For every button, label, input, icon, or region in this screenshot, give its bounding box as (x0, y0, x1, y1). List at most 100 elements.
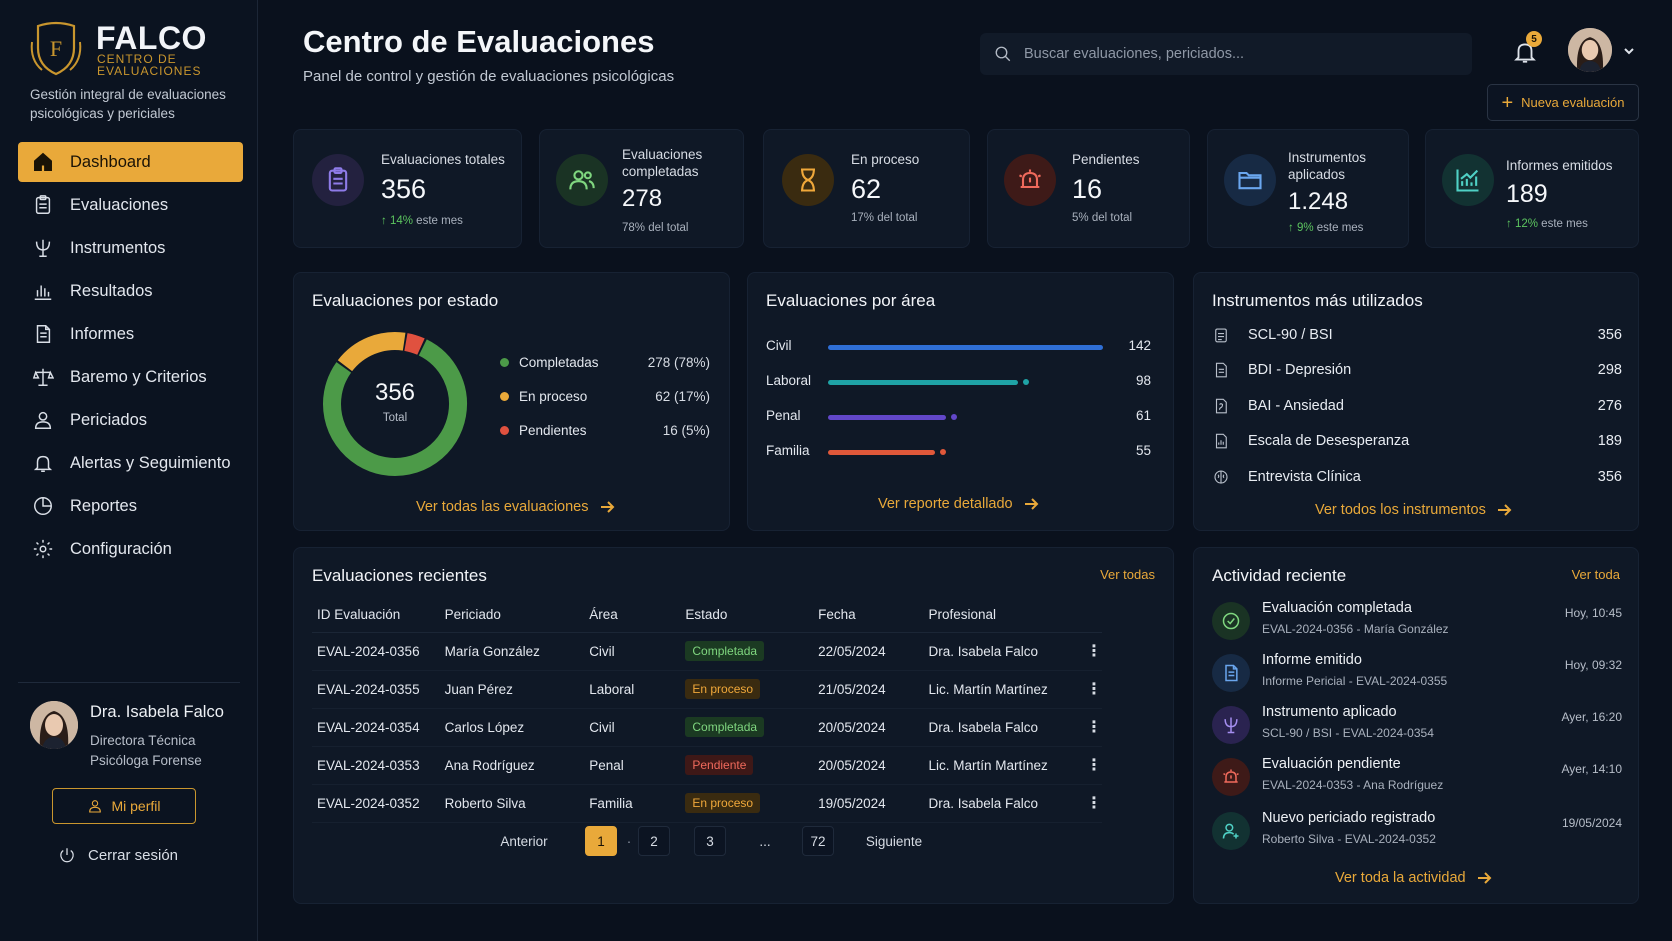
search-input[interactable] (1024, 46, 1444, 62)
row-menu-icon[interactable]: ⋮ (1081, 784, 1102, 823)
view-all-instruments-link[interactable]: Ver todos los instrumentos (1315, 502, 1512, 518)
my-profile-label: Mi perfil (111, 798, 161, 814)
instrument-row[interactable]: Escala de Desesperanza 189 (1212, 429, 1622, 453)
area-bar-end-dot (1023, 379, 1029, 385)
pagination-page[interactable]: 3 (694, 826, 726, 856)
stat-card-total[interactable]: Evaluaciones totales 356 ↑ 14% este mes (293, 129, 522, 248)
area-bar-row[interactable]: Civil 142 (766, 337, 1151, 357)
legend-value: 278 (78%) (647, 355, 710, 370)
profile-role: Directora Técnica Psicóloga Forense (90, 731, 240, 771)
instrument-row[interactable]: BDI - Depresión 298 (1212, 358, 1622, 382)
nav-item-alertas[interactable]: Alertas y Seguimiento (18, 443, 243, 483)
table-row[interactable]: EVAL-2024-0356 María González Civil Comp… (312, 632, 1102, 671)
activity-item[interactable]: Evaluación pendiente EVAL-2024-0353 - An… (1212, 756, 1622, 800)
view-all-activity-link[interactable]: Ver toda (1571, 567, 1620, 582)
area-bar-row[interactable]: Penal 61 (766, 407, 1151, 427)
profile-avatar[interactable] (30, 701, 78, 749)
area-bar-row[interactable]: Laboral 98 (766, 372, 1151, 392)
area-bar-track (828, 345, 1103, 350)
stat-card-reports[interactable]: Informes emitidos 189 ↑ 12% este mes (1425, 129, 1639, 248)
area-value: 142 (1128, 338, 1151, 353)
falcon-shield-icon: F (30, 21, 82, 76)
column-header[interactable]: Área (584, 598, 681, 633)
logout-button[interactable]: Cerrar sesión (58, 846, 178, 864)
card-title: Evaluaciones recientes (312, 566, 487, 585)
table-row[interactable]: EVAL-2024-0355 Juan Pérez Laboral En pro… (312, 670, 1102, 709)
link-label: Ver reporte detallado (878, 496, 1013, 512)
arrow-right-icon (600, 501, 614, 513)
view-all-activity-bottom-link[interactable]: Ver toda la actividad (1335, 870, 1492, 886)
column-header[interactable]: Fecha (813, 598, 924, 633)
stat-label: Instrumentos aplicados (1288, 150, 1367, 182)
stat-card-completed[interactable]: Evaluaciones completadas 278 78% del tot… (539, 129, 744, 248)
row-menu-icon[interactable]: ⋮ (1081, 632, 1102, 671)
new-evaluation-label: Nueva evaluación (1521, 95, 1625, 110)
stat-card-in-progress[interactable]: En proceso 62 17% del total (763, 129, 970, 248)
my-profile-button[interactable]: Mi perfil (52, 788, 196, 824)
card-title: Evaluaciones por área (766, 291, 936, 310)
detailed-report-link[interactable]: Ver reporte detallado (878, 496, 1039, 512)
pagination-page[interactable]: 1 (585, 826, 617, 856)
column-header[interactable]: Estado (680, 598, 814, 633)
activity-item[interactable]: Informe emitido Informe Pericial - EVAL-… (1212, 652, 1622, 696)
column-header[interactable]: Profesional (923, 598, 1081, 633)
stat-card-instruments[interactable]: Instrumentos aplicados 1.248 ↑ 9% este m… (1207, 129, 1409, 248)
column-header[interactable]: ID Evaluación (312, 598, 440, 633)
nav-item-configuracion[interactable]: Configuración (18, 529, 243, 569)
stat-label: Informes emitidos (1506, 158, 1613, 173)
donut-slice-completadas[interactable] (322, 331, 468, 477)
nav-item-evaluaciones[interactable]: Evaluaciones (18, 185, 243, 225)
nav-item-dashboard[interactable]: Dashboard (18, 142, 243, 182)
activity-subtitle: Roberto Silva - EVAL-2024-0352 (1262, 832, 1436, 846)
nav-item-informes[interactable]: Informes (18, 314, 243, 354)
psi-icon (1212, 706, 1250, 744)
activity-item[interactable]: Instrumento aplicado SCL-90 / BSI - EVAL… (1212, 704, 1622, 748)
nav-item-baremo[interactable]: Baremo y Criterios (18, 357, 243, 397)
nav-item-reportes[interactable]: Reportes (18, 486, 243, 526)
notifications-button[interactable] (1512, 38, 1538, 66)
nav-item-instrumentos[interactable]: Instrumentos (18, 228, 243, 268)
table-row[interactable]: EVAL-2024-0353 Ana Rodríguez Penal Pendi… (312, 746, 1102, 785)
cell-name: Roberto Silva (439, 784, 585, 823)
area-bar-row[interactable]: Familia 55 (766, 442, 1151, 462)
pagination-next[interactable]: Siguiente (865, 833, 923, 849)
user-menu-chevron[interactable] (1622, 44, 1636, 58)
view-all-evaluations-link[interactable]: Ver todas las evaluaciones (416, 499, 615, 515)
instrument-row[interactable]: Entrevista Clínica 356 (1212, 465, 1622, 489)
nav-item-periciados[interactable]: Periciados (18, 400, 243, 440)
instrument-row[interactable]: BAI - Ansiedad 276 (1212, 394, 1622, 418)
table-row[interactable]: EVAL-2024-0354 Carlos López Civil Comple… (312, 708, 1102, 747)
arrow-right-icon (1477, 872, 1492, 884)
pagination-page[interactable]: 72 (802, 826, 834, 856)
pagination-prev[interactable]: Anterior (500, 833, 548, 849)
stat-card-pending[interactable]: Pendientes 16 5% del total (987, 129, 1190, 248)
row-menu-icon[interactable]: ⋮ (1081, 746, 1102, 785)
search-bar[interactable] (980, 33, 1472, 75)
legend-label: En proceso (519, 389, 588, 404)
brand-logo[interactable]: F FALCO CENTRO DE EVALUACIONES (28, 18, 248, 78)
new-evaluation-button[interactable]: + Nueva evaluación (1487, 84, 1639, 121)
cell-area: Familia (584, 784, 681, 823)
cell-name: María González (439, 632, 585, 671)
activity-item[interactable]: Evaluación completada EVAL-2024-0356 - M… (1212, 600, 1622, 644)
table-row[interactable]: EVAL-2024-0352 Roberto Silva Familia En … (312, 784, 1102, 823)
nav-item-resultados[interactable]: Resultados (18, 271, 243, 311)
view-all-recent-link[interactable]: Ver todas (1100, 567, 1155, 582)
stat-value: 356 (381, 174, 427, 204)
donut-slice-pendientes[interactable] (322, 331, 468, 477)
column-header[interactable]: Periciado (439, 598, 585, 633)
pagination-page[interactable]: 2 (638, 826, 670, 856)
activity-item[interactable]: Nuevo periciado registrado Roberto Silva… (1212, 810, 1622, 854)
row-menu-icon[interactable]: ⋮ (1081, 708, 1102, 747)
area-label: Civil (766, 338, 792, 353)
row-menu-icon[interactable]: ⋮ (1081, 670, 1102, 709)
power-icon (60, 848, 74, 863)
stat-value: 278 (622, 185, 663, 212)
user-avatar[interactable] (1568, 28, 1612, 72)
link-label: Ver todas las evaluaciones (416, 499, 589, 515)
cell-id: EVAL-2024-0354 (312, 708, 440, 747)
instrument-row[interactable]: SCL-90 / BSI 356 (1212, 323, 1622, 347)
recent-evaluations-card: Evaluaciones recientes Ver todas ID Eval… (293, 547, 1174, 904)
svg-text:F: F (50, 36, 62, 61)
activity-time: Hoy, 10:45 (1564, 606, 1622, 620)
